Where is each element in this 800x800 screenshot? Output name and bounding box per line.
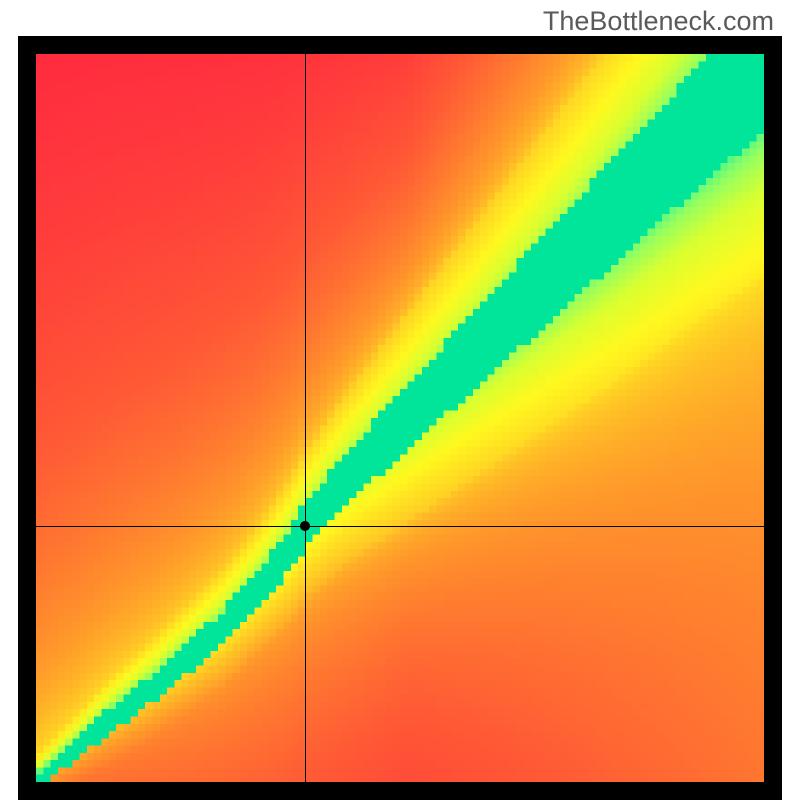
crosshair-horizontal [36,526,764,527]
crosshair-dot-canvas [299,520,311,532]
watermark-text: TheBottleneck.com [543,6,774,37]
chart-frame: TheBottleneck.com [0,0,800,800]
crosshair-vertical [305,54,306,782]
plot-border [18,36,782,800]
